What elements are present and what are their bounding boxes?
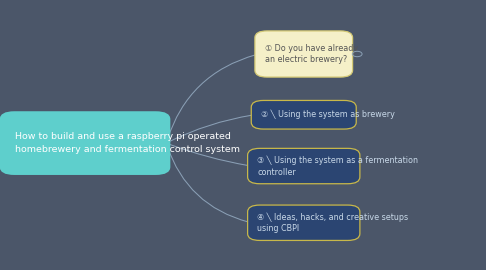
Text: ③ ╲ Using the system as a fermentation
controller: ③ ╲ Using the system as a fermentation c… [257, 156, 418, 177]
FancyBboxPatch shape [255, 31, 353, 77]
Text: How to build and use a raspberry pi operated
 homebrewery and fermentation contr: How to build and use a raspberry pi oper… [12, 132, 241, 154]
FancyBboxPatch shape [247, 148, 360, 184]
FancyBboxPatch shape [251, 100, 356, 129]
FancyBboxPatch shape [0, 111, 171, 175]
Text: ② ╲ Using the system as brewery: ② ╲ Using the system as brewery [261, 110, 395, 119]
Text: ① Do you have already
an electric brewery?: ① Do you have already an electric brewer… [264, 43, 358, 65]
FancyBboxPatch shape [247, 205, 360, 240]
Text: ④ ╲ Ideas, hacks, and creative setups
using CBPI: ④ ╲ Ideas, hacks, and creative setups us… [257, 212, 408, 233]
